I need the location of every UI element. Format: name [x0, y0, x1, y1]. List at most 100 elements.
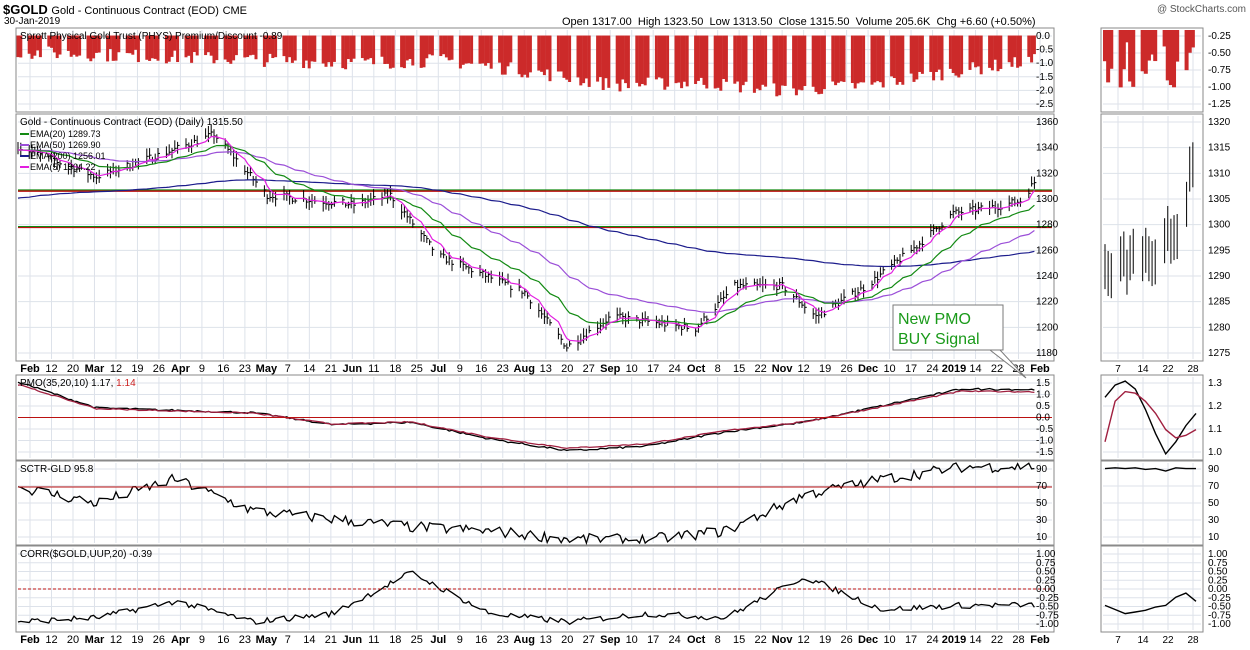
premium-bar [783, 35, 787, 86]
price-y-tick: 1240 [1036, 271, 1059, 282]
watermark: @ StockCharts.com [1156, 4, 1246, 15]
premium-bar [705, 35, 709, 89]
x-tick-label: 7 [285, 363, 291, 375]
zoom-premium-bar [1190, 30, 1195, 48]
premium-bar [156, 35, 160, 61]
premium-bar [660, 35, 664, 79]
premium-bar [621, 35, 625, 80]
premium-bar [881, 35, 885, 88]
x-tick-label: 9 [457, 634, 463, 646]
x-tick-label: 18 [389, 634, 401, 646]
ema50-label: EMA(50) 1269.90 [30, 140, 101, 150]
zoom-premium-bar [1106, 30, 1111, 83]
premium-bar [346, 35, 350, 60]
premium-bar [229, 35, 233, 64]
x-tick-label: Jun [343, 634, 363, 646]
premium-bar [148, 35, 152, 61]
premium-bar [979, 35, 983, 75]
pmo-y-tick: 0.5 [1036, 401, 1050, 412]
corr-zoom-y-tick: 0.50 [1208, 567, 1228, 578]
premium-bar [321, 35, 325, 64]
premium-bar [537, 35, 541, 71]
price-zoom-y-tick: 1300 [1208, 220, 1231, 231]
corr-y-tick: -1.00 [1036, 619, 1059, 630]
premium-bar [909, 35, 913, 74]
premium-bar [901, 35, 905, 85]
premium-bar [895, 35, 899, 85]
premium-bar [285, 35, 289, 63]
premium-bar [58, 35, 62, 55]
zoom-premium-bar [1150, 30, 1155, 55]
x-tick-label: 25 [411, 634, 423, 646]
premium-bar [19, 35, 23, 58]
premium-bar [761, 35, 765, 85]
zoom-pmo-signal-line [1104, 390, 1197, 442]
premium-bar [920, 35, 924, 74]
pmo-y-tick: 1.5 [1036, 378, 1050, 389]
premium-bar [372, 35, 376, 65]
x-tick-label: 27 [583, 634, 595, 646]
x-tick-label: 17 [647, 634, 659, 646]
ema5-label: EMA(5) 1304.22 [30, 162, 96, 172]
premium-bar [78, 35, 82, 56]
x-tick-label: 26 [840, 634, 852, 646]
premium-bar [444, 35, 448, 58]
corr-line [17, 570, 1035, 626]
price-zoom-y-tick: 1305 [1208, 194, 1231, 205]
premium-bar [948, 35, 952, 69]
sctr-y-tick: 50 [1036, 498, 1048, 509]
premium-bar [545, 35, 549, 70]
price-y-tick: 1180 [1036, 348, 1058, 359]
premium-bar [758, 35, 762, 91]
x-tick-label: 21 [325, 634, 337, 646]
corr-zoom-y-tick: 0.75 [1208, 558, 1228, 569]
premium-bar [831, 35, 835, 82]
premium-bar [932, 35, 936, 81]
premium-bar [439, 35, 443, 57]
premium-bar [954, 35, 958, 76]
corr-zoom-y-tick: -0.75 [1208, 610, 1231, 621]
x-tick-label: 8 [715, 363, 721, 375]
premium-bar [430, 35, 434, 56]
premium-bar [72, 35, 76, 55]
premium-bar [195, 35, 199, 56]
price-y-tick: 1280 [1036, 220, 1059, 231]
premium-bar [971, 35, 975, 63]
x-tick-label: Aug [514, 363, 535, 375]
premium-bar [741, 35, 745, 86]
pmo-signal-line [17, 384, 1035, 450]
price-zoom-y-tick: 1275 [1208, 348, 1231, 359]
pmo-signal-value: 1.14 [116, 378, 136, 389]
premium-bar [75, 35, 79, 57]
premium-bar [576, 35, 580, 78]
zoom-premium-bar [1118, 30, 1123, 88]
premium-bar [226, 35, 230, 62]
premium-bar [794, 35, 798, 96]
premium-bar [128, 35, 132, 54]
premium-bar [386, 35, 390, 64]
premium-bar [873, 35, 877, 83]
premium-bar [915, 35, 919, 80]
pmo-zoom-y-tick: 1.2 [1208, 401, 1222, 412]
premium-bar [503, 35, 507, 75]
premium-bar [892, 35, 896, 79]
premium-bar [803, 35, 807, 87]
premium-bar [523, 35, 527, 75]
premium-bar [302, 35, 306, 69]
premium-bar [136, 35, 140, 63]
premium-bar [820, 35, 824, 94]
exchange: CME [222, 5, 248, 17]
premium-bar [349, 35, 353, 63]
premium-bar [587, 35, 591, 87]
premium-bar [934, 35, 938, 73]
premium-bar [626, 35, 630, 89]
premium-bar [862, 35, 866, 83]
instrument-name: Gold - Continuous Contract (EOD) [51, 5, 219, 17]
x-tick-label: Jun [343, 363, 363, 375]
x-tick-label: 16 [217, 363, 229, 375]
corr-zoom-y-tick: 0.25 [1208, 575, 1228, 586]
premium-bar [643, 35, 647, 86]
premium-bar [755, 35, 759, 89]
price-zoom-y-tick: 1295 [1208, 245, 1231, 256]
x-tick-label: 14 [969, 634, 981, 646]
